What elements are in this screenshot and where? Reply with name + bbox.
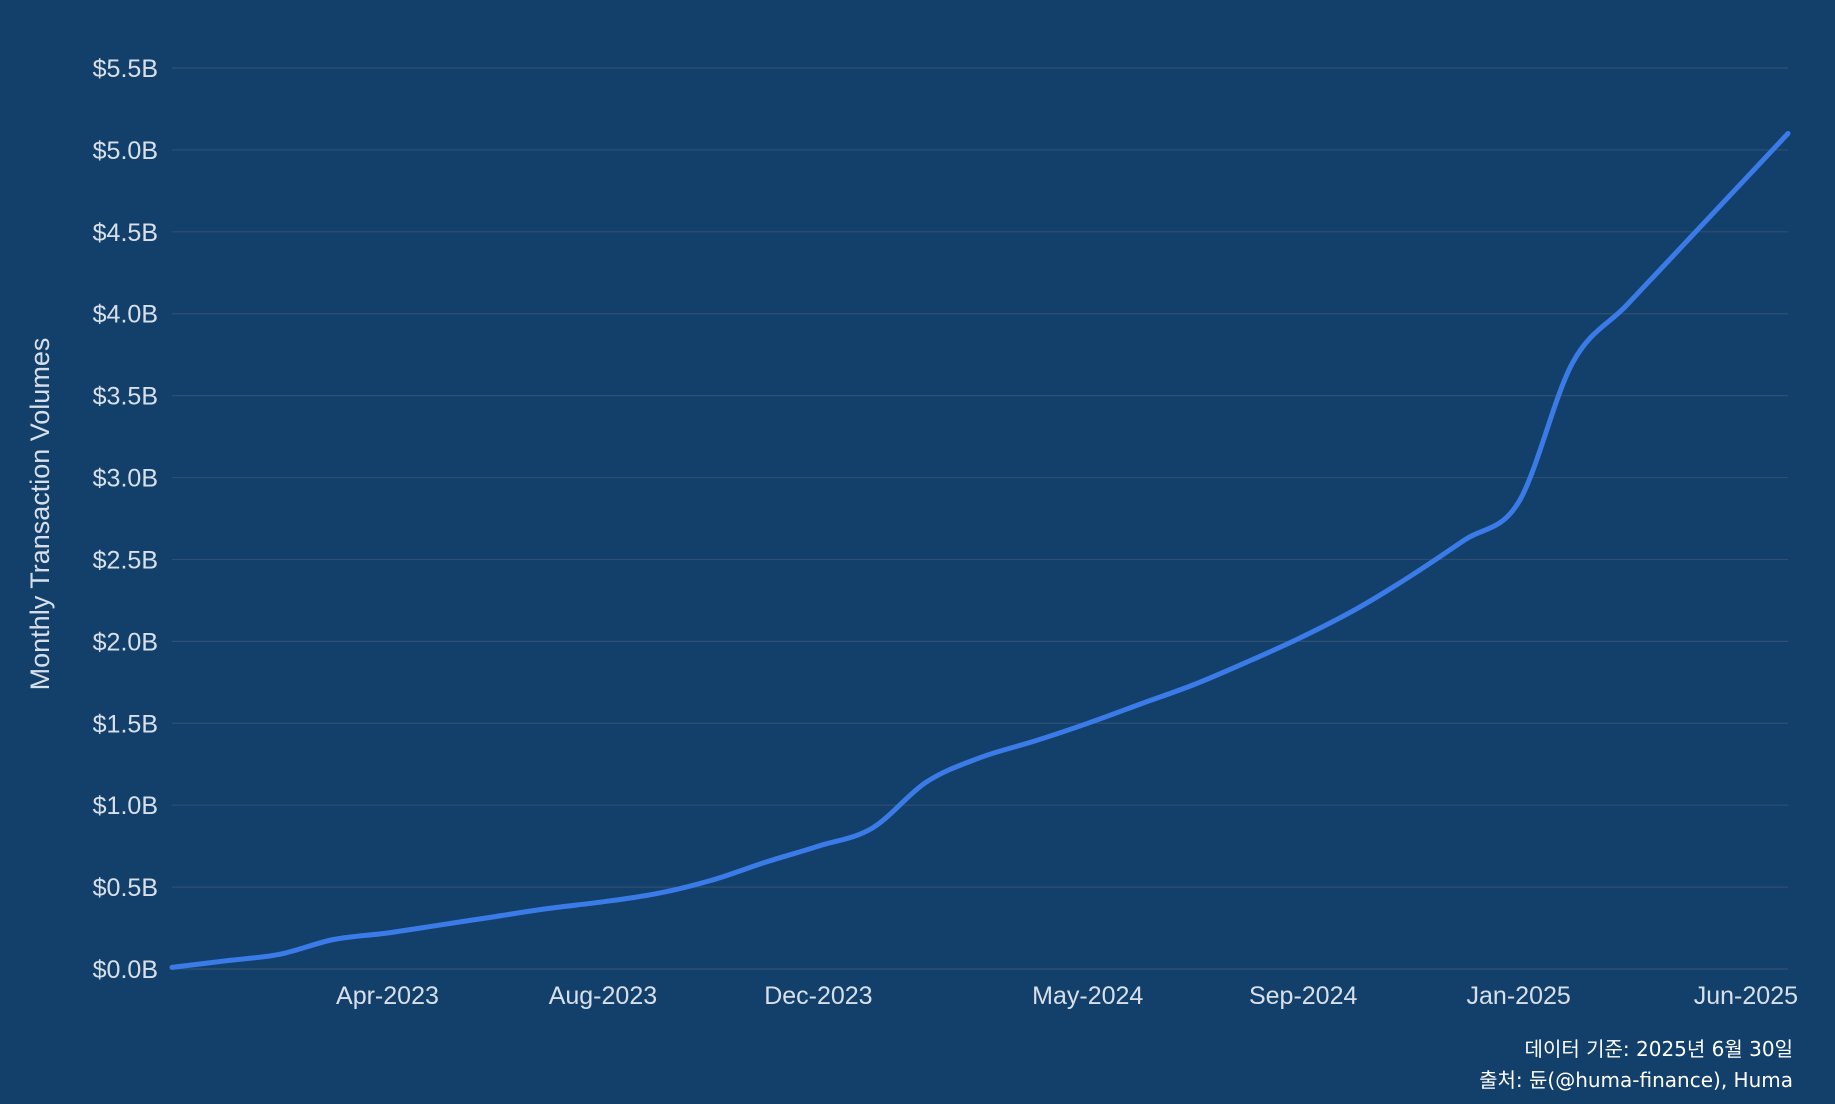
- series-line: [169, 131, 1791, 970]
- data-point: [601, 900, 605, 904]
- data-point: [1409, 574, 1413, 578]
- data-point: [1624, 304, 1628, 308]
- data-point: [978, 756, 982, 760]
- data-point: [763, 861, 767, 865]
- data-point: [1032, 739, 1036, 743]
- data-point: [1193, 682, 1197, 686]
- series-points: [170, 132, 1790, 970]
- x-tick-label: Apr-2023: [336, 982, 439, 1010]
- x-tick-label: May-2024: [1032, 982, 1143, 1010]
- data-point: [1517, 500, 1521, 504]
- y-tick-label: $0.0B: [93, 956, 158, 984]
- data-point: [493, 915, 497, 919]
- x-tick-label: Jan-2025: [1467, 982, 1571, 1010]
- data-point: [1678, 246, 1682, 250]
- data-point: [1463, 538, 1467, 542]
- data-point: [1355, 607, 1359, 611]
- data-point: [870, 826, 874, 830]
- y-tick-label: $5.5B: [93, 55, 158, 83]
- data-point: [1301, 634, 1305, 638]
- y-tick-label: $3.0B: [93, 465, 158, 493]
- data-point: [385, 931, 389, 935]
- y-tick-label: $0.5B: [93, 874, 158, 902]
- data-point: [332, 938, 336, 942]
- data-point: [1247, 659, 1251, 663]
- y-tick-label: $2.0B: [93, 628, 158, 656]
- y-tick-label: $4.0B: [93, 301, 158, 329]
- grid-lines: [172, 67, 1788, 970]
- y-axis-ticks: $0.0B $0.5B $1.0B $1.5B $2.0B $2.5B $3.0B $3.5B…: [93, 55, 158, 984]
- data-point: [170, 965, 174, 969]
- data-point: [816, 844, 820, 848]
- footer-source: 출처: 듄(@huma-finance), Huma: [1479, 1068, 1793, 1092]
- data-point: [1732, 189, 1736, 193]
- x-axis-ticks: Apr-2023 Aug-2023 Dec-2023 May-2024 Sep-2024…: [336, 982, 1798, 1010]
- data-point: [439, 923, 443, 927]
- footer-date-note: 데이터 기준: 2025년 6월 30일: [1524, 1037, 1793, 1061]
- data-point: [224, 959, 228, 963]
- x-tick-label: Aug-2023: [549, 982, 657, 1010]
- data-point: [547, 906, 551, 910]
- x-tick-label: Jun-2025: [1694, 982, 1798, 1010]
- data-point: [924, 780, 928, 784]
- data-point: [278, 952, 282, 956]
- x-tick-label: Dec-2023: [764, 982, 872, 1010]
- data-point: [1140, 702, 1144, 706]
- y-tick-label: $3.5B: [93, 383, 158, 411]
- data-point: [1786, 132, 1790, 136]
- data-point: [655, 892, 659, 896]
- data-point: [709, 879, 713, 883]
- y-tick-label: $2.5B: [93, 546, 158, 574]
- y-tick-label: $4.5B: [93, 219, 158, 247]
- data-point: [1086, 721, 1090, 725]
- y-tick-label: $1.0B: [93, 792, 158, 820]
- x-tick-label: Sep-2024: [1249, 982, 1358, 1010]
- y-axis-label: Monthly Transaction Volumes: [25, 338, 55, 691]
- y-tick-label: $5.0B: [93, 137, 158, 165]
- y-tick-label: $1.5B: [93, 710, 158, 738]
- data-point: [1571, 361, 1575, 365]
